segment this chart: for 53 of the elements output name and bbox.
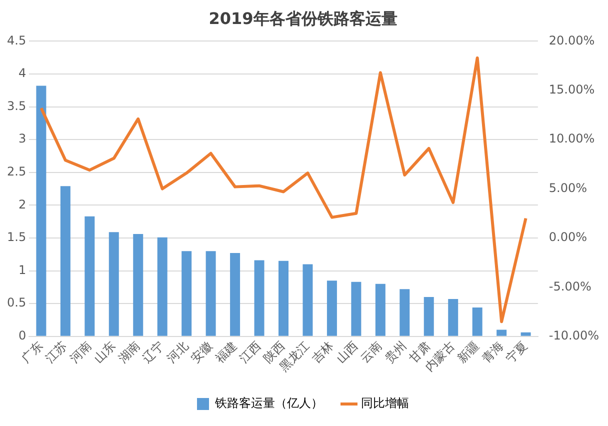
x-tick-label: 贵州 xyxy=(382,338,409,366)
legend-label: 铁路客运量（亿人） xyxy=(214,396,323,410)
y-tick-label: 4 xyxy=(18,66,26,80)
y2-tick-label: 5.00% xyxy=(548,180,588,195)
y-tick-label: 4.5 xyxy=(6,33,26,48)
x-tick-label: 河南 xyxy=(67,338,94,366)
x-tick-label: 福建 xyxy=(212,338,240,366)
x-tick-label: 吉林 xyxy=(309,338,336,366)
bar xyxy=(351,282,362,336)
x-tick-label: 山东 xyxy=(91,338,118,366)
bar xyxy=(375,284,386,336)
bar xyxy=(182,251,192,336)
legend-label: 同比增幅 xyxy=(361,396,409,410)
bar xyxy=(133,234,144,336)
bar xyxy=(157,237,168,336)
y-tick-label: 3 xyxy=(18,132,26,146)
bar xyxy=(108,232,119,336)
y2-tick-label: -5.00% xyxy=(548,279,592,294)
y-tick-label: 2.5 xyxy=(6,164,26,179)
x-tick-label: 安徽 xyxy=(188,338,216,366)
y-tick-label: 0.5 xyxy=(6,296,26,310)
bar xyxy=(400,289,410,336)
bar xyxy=(206,251,216,336)
y2-tick-label: 20.00% xyxy=(548,33,595,48)
bar xyxy=(254,260,264,336)
bar xyxy=(84,216,95,336)
y2-tick-label: -10.00% xyxy=(548,328,600,342)
x-tick-label: 辽宁 xyxy=(140,338,167,366)
bar xyxy=(60,186,70,336)
y2-tick-label: 10.00% xyxy=(548,132,595,146)
x-tick-label: 湖南 xyxy=(116,338,142,366)
y-tick-label: 1.5 xyxy=(6,230,26,244)
bar xyxy=(496,330,507,336)
x-tick-label: 江西 xyxy=(236,338,264,366)
bar xyxy=(520,332,531,336)
bar xyxy=(472,308,482,336)
bar xyxy=(36,86,46,336)
bar xyxy=(278,260,288,336)
y2-tick-label: 0.00% xyxy=(548,230,588,244)
bar xyxy=(326,280,337,336)
x-tick-label: 河北 xyxy=(164,338,191,366)
bar xyxy=(448,298,458,336)
y-tick-label: 3.5 xyxy=(6,98,26,113)
bar xyxy=(230,253,240,336)
y-tick-label: 1 xyxy=(18,262,26,277)
x-tick-label: 新疆 xyxy=(454,338,482,366)
y-tick-label: 2 xyxy=(18,197,26,212)
bar xyxy=(302,264,313,336)
y2-tick-label: 15.00% xyxy=(548,82,595,97)
x-tick-label: 青海 xyxy=(479,338,506,366)
x-tick-label: 宁夏 xyxy=(503,338,530,366)
bar xyxy=(424,297,434,336)
chart-title: 2019年各省份铁路客运量 xyxy=(208,8,398,28)
